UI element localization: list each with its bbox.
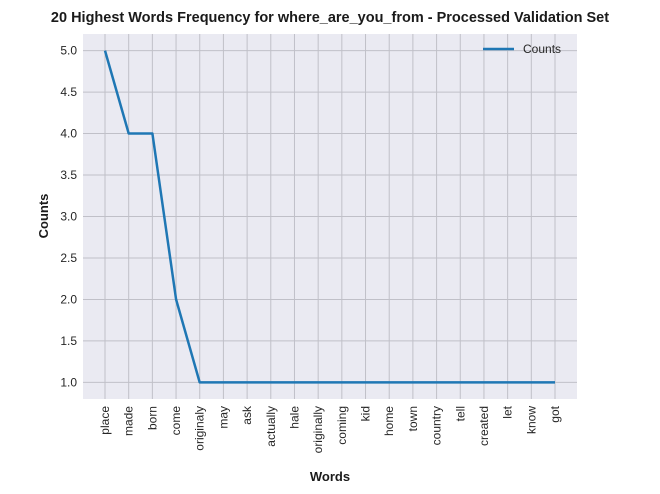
x-tick-label: originally xyxy=(311,406,325,453)
y-tick-label: 4.5 xyxy=(60,85,77,99)
x-axis-label: Words xyxy=(310,469,350,484)
y-tick-label: 2.5 xyxy=(60,251,77,265)
x-tick-label: country xyxy=(430,406,444,445)
x-axis-ticks: place made born come originaly may ask actually… xyxy=(98,405,562,453)
y-tick-label: 3.0 xyxy=(60,210,77,224)
x-tick-label: may xyxy=(216,406,230,429)
x-tick-label: originaly xyxy=(193,406,207,451)
x-tick-label: hale xyxy=(287,406,301,429)
x-tick-label: come xyxy=(169,406,183,436)
x-tick-label: know xyxy=(524,406,538,434)
chart-title: 20 Highest Words Frequency for where_are… xyxy=(51,10,609,26)
y-tick-label: 1.5 xyxy=(60,334,77,348)
x-tick-label: home xyxy=(382,406,396,436)
x-tick-label: actually xyxy=(264,406,278,447)
x-tick-label: made xyxy=(122,406,136,436)
x-tick-label: place xyxy=(98,406,112,435)
y-tick-label: 5.0 xyxy=(60,44,77,58)
x-tick-label: let xyxy=(501,405,515,418)
x-tick-label: born xyxy=(145,406,159,430)
series-line-0 xyxy=(103,50,555,384)
x-tick-label: coming xyxy=(335,406,349,445)
grid xyxy=(83,34,577,399)
y-tick-label: 1.0 xyxy=(60,375,77,389)
x-tick-label: created xyxy=(477,406,491,446)
x-tick-label: got xyxy=(548,405,562,422)
legend-label: Counts xyxy=(523,42,561,56)
x-tick-label: ask xyxy=(240,405,254,425)
legend: Counts xyxy=(483,42,561,56)
y-axis-label: Counts xyxy=(36,194,51,239)
y-tick-label: 3.5 xyxy=(60,168,77,182)
series-layer xyxy=(103,50,555,384)
x-tick-label: town xyxy=(406,406,420,431)
x-tick-label: tell xyxy=(453,406,467,421)
x-tick-label: kid xyxy=(359,406,373,421)
y-tick-label: 4.0 xyxy=(60,127,77,141)
y-axis-ticks: 1.0 1.5 2.0 2.5 3.0 3.5 4.0 4.5 5.0 xyxy=(60,44,77,390)
y-tick-label: 2.0 xyxy=(60,292,77,306)
